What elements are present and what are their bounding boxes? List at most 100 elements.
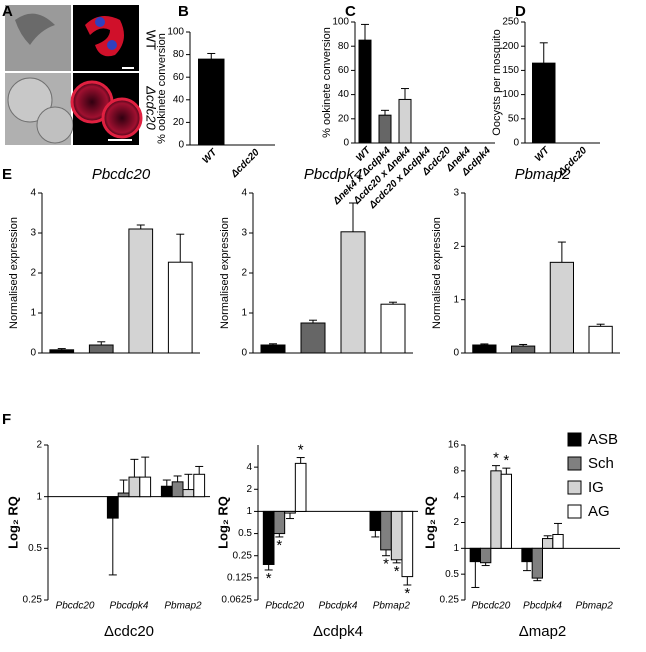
y-tick-label: 1 bbox=[246, 506, 252, 517]
y-tick-label: 0 bbox=[343, 138, 349, 149]
y-tick-label: 100 bbox=[167, 27, 184, 38]
x-axis-label: Δcdc20 bbox=[104, 623, 154, 640]
bar bbox=[521, 547, 533, 563]
bar bbox=[117, 492, 130, 498]
bar bbox=[369, 510, 382, 532]
x-tick-label: WT bbox=[200, 147, 219, 166]
bar bbox=[128, 476, 141, 498]
y-tick-label: 50 bbox=[508, 113, 520, 124]
y-tick-label: 2 bbox=[241, 268, 247, 279]
bar bbox=[469, 547, 481, 563]
y-axis-label: Log₂ RQ bbox=[215, 496, 230, 549]
bar bbox=[378, 114, 392, 144]
y-tick-label: 100 bbox=[502, 89, 519, 100]
bar bbox=[139, 476, 152, 498]
legend-label: AG bbox=[588, 503, 610, 520]
row-label: WT bbox=[144, 30, 159, 50]
bar bbox=[300, 322, 326, 354]
x-tick-label: Pbcdpk4 bbox=[319, 601, 358, 612]
bar bbox=[552, 533, 564, 549]
x-tick-label: Pbcdpk4 bbox=[523, 601, 562, 612]
bar bbox=[294, 462, 307, 512]
y-axis-label: Normalised expression bbox=[8, 217, 20, 329]
image-detail bbox=[7, 77, 53, 123]
bar bbox=[284, 510, 296, 514]
significance-mark: * bbox=[404, 585, 410, 602]
image-detail bbox=[15, 13, 55, 45]
significance-mark: * bbox=[493, 450, 499, 467]
bar bbox=[193, 473, 206, 498]
chart-title: Pbcdpk4 bbox=[304, 166, 362, 183]
y-tick-label: 60 bbox=[338, 65, 350, 76]
legend-label: IG bbox=[588, 479, 604, 496]
panel-a-images bbox=[5, 5, 143, 145]
y-tick-label: 80 bbox=[338, 41, 350, 52]
significance-mark: * bbox=[503, 452, 509, 469]
legend-swatch bbox=[567, 480, 582, 495]
y-tick-label: 3 bbox=[241, 228, 247, 239]
y-tick-label: 3 bbox=[453, 188, 459, 199]
x-axis-label: Δmap2 bbox=[519, 623, 567, 640]
y-tick-label: 0.25 bbox=[233, 550, 253, 561]
bar bbox=[88, 344, 114, 354]
y-tick-label: 80 bbox=[173, 49, 185, 60]
y-tick-label: 0 bbox=[178, 140, 184, 151]
y-tick-label: 0 bbox=[513, 138, 519, 149]
bar bbox=[106, 496, 119, 519]
bar bbox=[531, 547, 544, 579]
bar bbox=[511, 345, 536, 354]
bar bbox=[380, 510, 392, 551]
y-tick-label: 0.25 bbox=[23, 595, 43, 606]
x-tick-label: Pbmap2 bbox=[373, 601, 411, 612]
y-tick-label: 1 bbox=[453, 294, 459, 305]
row-label: Δcdc20 bbox=[144, 85, 159, 130]
y-tick-label: 0 bbox=[241, 348, 247, 359]
y-axis-label: Normalised expression bbox=[431, 217, 443, 329]
x-tick-label: Pbcdc20 bbox=[56, 601, 95, 612]
bar bbox=[490, 470, 502, 549]
y-tick-label: 100 bbox=[332, 17, 349, 28]
bar bbox=[167, 261, 193, 354]
y-tick-label: 1 bbox=[30, 308, 36, 319]
legend-swatch bbox=[567, 504, 582, 519]
panel-label: F bbox=[2, 411, 11, 428]
panel-label: E bbox=[2, 166, 12, 183]
bar bbox=[198, 58, 225, 146]
y-tick-label: 2 bbox=[246, 484, 252, 495]
bar bbox=[588, 325, 613, 354]
y-tick-label: 2 bbox=[36, 440, 42, 451]
significance-mark: * bbox=[394, 563, 400, 580]
bar bbox=[549, 261, 574, 354]
bar bbox=[472, 344, 497, 354]
bar bbox=[128, 228, 154, 354]
y-tick-label: 0 bbox=[453, 348, 459, 359]
y-tick-label: 0.5 bbox=[238, 528, 252, 539]
bar bbox=[340, 231, 366, 354]
y-tick-label: 20 bbox=[173, 117, 185, 128]
y-tick-label: 60 bbox=[173, 72, 185, 83]
y-tick-label: 3 bbox=[30, 228, 36, 239]
y-tick-label: 4 bbox=[30, 188, 36, 199]
significance-mark: * bbox=[383, 556, 389, 573]
image-detail bbox=[36, 106, 74, 144]
y-axis-label: Log₂ RQ bbox=[422, 496, 437, 549]
significance-mark: * bbox=[276, 537, 282, 554]
y-tick-label: 0.5 bbox=[445, 569, 459, 580]
legend-label: ASB bbox=[588, 431, 618, 448]
y-tick-label: 150 bbox=[502, 65, 519, 76]
y-axis-label: Normalised expression bbox=[219, 217, 231, 329]
bar bbox=[398, 98, 412, 144]
x-tick-label: Pbcdc20 bbox=[265, 601, 304, 612]
y-tick-label: 0.0625 bbox=[221, 595, 252, 606]
y-tick-label: 250 bbox=[502, 17, 519, 28]
image bbox=[73, 5, 139, 71]
significance-mark: * bbox=[298, 442, 304, 459]
y-tick-label: 20 bbox=[338, 113, 350, 124]
y-tick-label: 1 bbox=[453, 543, 459, 554]
y-axis-label: % ookinete conversion bbox=[156, 33, 168, 144]
legend-label: Sch bbox=[588, 455, 614, 472]
legend-swatch bbox=[567, 456, 582, 471]
y-axis-label: Oocysts per mosquito bbox=[491, 29, 503, 135]
bar bbox=[49, 349, 75, 354]
